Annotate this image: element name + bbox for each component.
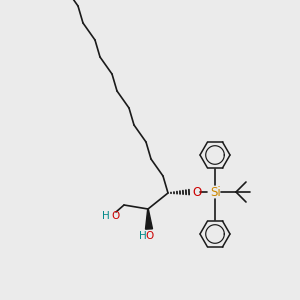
Polygon shape (146, 209, 152, 229)
Text: O: O (111, 211, 119, 221)
Text: O: O (192, 187, 202, 200)
Text: O: O (146, 231, 154, 241)
Text: Si: Si (211, 187, 221, 200)
Text: H: H (139, 231, 147, 241)
Text: H: H (102, 211, 110, 221)
